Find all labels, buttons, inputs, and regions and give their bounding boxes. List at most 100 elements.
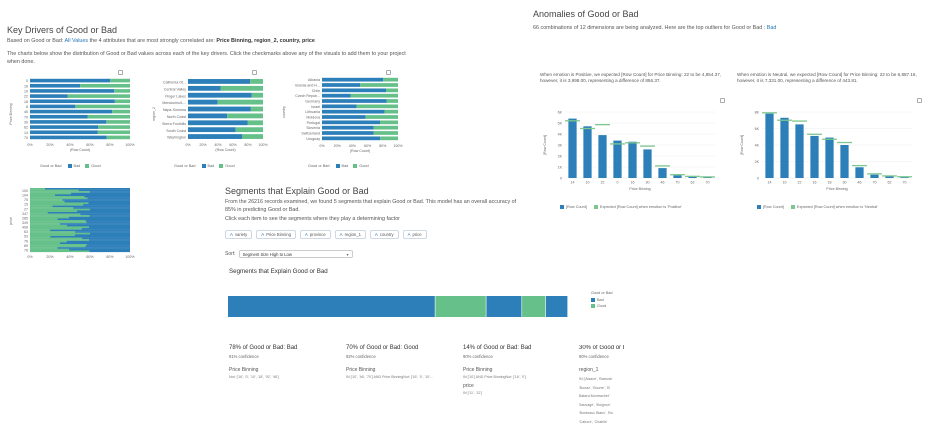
segment-chip-label: country (379, 232, 394, 237)
bar-bad (30, 89, 115, 93)
legend-good: Good (225, 164, 235, 168)
sort-select[interactable]: Segment Size High to Low ▾ (238, 250, 353, 258)
bar-actual (688, 176, 697, 178)
country-distribution-chart: country Albania Bosnia and H...ChileCzech… (282, 77, 403, 153)
category-label: Israel (311, 105, 320, 109)
segment-good (522, 296, 546, 317)
chart-ylabel: price (9, 217, 13, 225)
bar-bad (81, 237, 130, 240)
tick-label: 4K (558, 132, 563, 136)
bar-good (30, 208, 90, 211)
category-label: North Coast (167, 115, 186, 119)
bar-good (217, 99, 263, 105)
bar-good (384, 109, 398, 114)
bar-bad (59, 242, 130, 245)
bar-bad (74, 234, 130, 237)
bar-good (97, 130, 130, 135)
bar-bad (322, 136, 381, 141)
segment-chip[interactable]: A Price Binning (256, 230, 296, 239)
category-label: Mendocino/L... (162, 101, 186, 105)
category-label: 349 (22, 221, 28, 225)
category-label: Slovenia (306, 126, 320, 130)
bar-bad (80, 213, 130, 216)
anomalies-bad-link[interactable]: Bad (766, 25, 777, 31)
tick-label: 100% (393, 144, 403, 148)
all-values-link[interactable]: All Values (64, 38, 89, 44)
bar-good (30, 224, 67, 227)
tick-label: 46 (858, 181, 862, 185)
bar-bad (188, 134, 242, 139)
tick-label: 3K (558, 143, 563, 147)
axis-label: Price Binning (629, 187, 650, 191)
bar-good (80, 83, 130, 88)
bar-good (110, 78, 130, 83)
bar-good (87, 114, 130, 119)
bar-bad (85, 245, 130, 248)
bar-bad (75, 231, 130, 233)
bar-bad (69, 248, 130, 251)
bar-good (30, 237, 82, 240)
bar-good (30, 226, 89, 229)
add-chart-checkbox[interactable] (252, 70, 257, 75)
axis-label: Price Binning (826, 187, 847, 191)
tick-label: 100% (258, 143, 268, 147)
bar-good (30, 242, 60, 245)
segment-card-values: Not: ['16', '0', '10', '18', '92', '46'] (229, 375, 279, 379)
bar-good (386, 99, 398, 103)
bar-actual (765, 113, 774, 178)
segment-card-title: 30% of Good or Bad (579, 345, 624, 351)
segment-card[interactable]: 14% of Good or Bad: Bad 90% confidence P… (463, 345, 573, 396)
region2-distribution-chart: region_2 California Ot... Central Valley F… (152, 79, 268, 152)
mini-chart-bars: California Ot... Central Valley Finger Lak… (162, 79, 268, 152)
category-label: 76 (24, 248, 28, 252)
bar-good (365, 115, 398, 119)
dimension-icon: A (230, 232, 233, 237)
add-chart-checkbox[interactable] (118, 70, 123, 75)
tick-label: 20% (46, 143, 54, 147)
bar-good (106, 120, 130, 124)
bar-actual (855, 167, 864, 178)
bar-bad (88, 239, 130, 241)
segment-chip-label: price (412, 232, 422, 237)
bar-bad (55, 194, 130, 197)
bar-good (30, 228, 82, 230)
good-swatch-icon (591, 304, 595, 308)
tick-label: 0 (757, 176, 759, 180)
add-chart-checkbox[interactable] (386, 70, 391, 75)
segment-bars (228, 296, 568, 317)
legend-series-expected: Expected [Row Count] when emotion is 'Ne… (796, 205, 878, 209)
good-swatch-icon (85, 164, 90, 168)
category-label: Czech Repub... (295, 94, 320, 98)
dimension-icon: A (339, 232, 343, 237)
bar-good (67, 94, 130, 98)
bar-actual (885, 176, 894, 178)
bar-bad (30, 109, 113, 114)
category-label: Switzerland (301, 132, 320, 136)
tick-label: 80% (244, 143, 252, 147)
dimension-icon: A (407, 232, 411, 237)
bar-bad (85, 220, 130, 222)
legend-series-actual: [Row Count] (566, 205, 587, 209)
category-label: South Coast (166, 129, 186, 133)
segment-card[interactable]: 70% of Good or Bad: Good 92% confidence … (346, 345, 456, 380)
bar-bad (322, 77, 384, 82)
bar-bad (76, 210, 130, 213)
bar-bad (322, 99, 387, 103)
segment-card[interactable]: 30% of Good or Bad 90% confidence region… (579, 345, 624, 425)
segment-card[interactable]: 78% of Good or Bad: Bad 91% confidence P… (229, 345, 339, 380)
bar-bad (57, 247, 130, 249)
tick-label: 80% (379, 144, 387, 148)
add-chart-checkbox[interactable] (917, 98, 922, 103)
tick-label: 70 (873, 181, 877, 185)
segments-stacked-bar[interactable] (228, 296, 568, 317)
axis-label: [Row Count] (740, 135, 744, 155)
add-chart-checkbox[interactable] (720, 98, 725, 103)
tick-label: 80% (106, 143, 114, 147)
tick-label: 0% (27, 255, 33, 259)
